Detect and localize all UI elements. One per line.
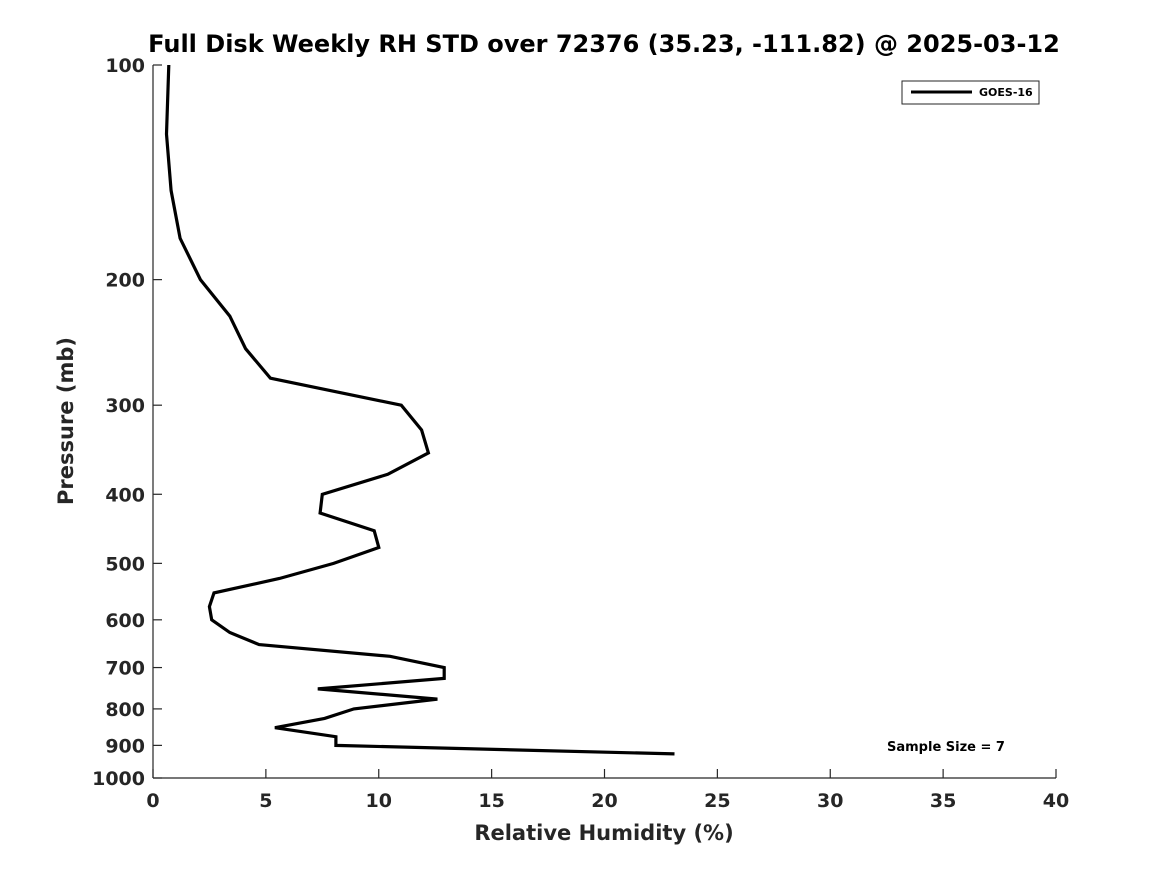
y-tick-label: 200 <box>105 270 145 292</box>
x-axis-label: Relative Humidity (%) <box>474 821 733 845</box>
x-tick-label: 35 <box>930 790 956 812</box>
y-tick-label: 300 <box>105 395 145 417</box>
legend: GOES-16 <box>901 80 1040 105</box>
x-tick-label: 15 <box>478 790 504 812</box>
x-tick-label: 10 <box>366 790 392 812</box>
y-tick-label: 700 <box>105 658 145 680</box>
x-tick-label: 5 <box>259 790 272 812</box>
legend-label: GOES-16 <box>979 86 1033 99</box>
chart-title: Full Disk Weekly RH STD over 72376 (35.2… <box>148 30 1060 58</box>
series-layer <box>164 64 675 756</box>
x-tick-label: 0 <box>146 790 159 812</box>
y-tick-label: 400 <box>105 484 145 506</box>
y-axis-ticks: 100 200 300 400 500 600 700 800 900 1000 <box>92 55 162 790</box>
y-tick-label: 600 <box>105 610 145 632</box>
x-axis-ticks: 0 5 10 15 20 25 30 35 40 <box>146 769 1069 812</box>
y-axis-label: Pressure (mb) <box>54 337 78 505</box>
y-tick-label: 500 <box>105 553 145 575</box>
y-tick-label: 900 <box>105 735 145 757</box>
x-tick-label: 30 <box>817 790 843 812</box>
x-tick-label: 40 <box>1043 790 1069 812</box>
series-line-goes-16 <box>164 64 675 756</box>
sample-size-annotation: Sample Size = 7 <box>887 740 1005 755</box>
plot-area: 0 5 10 15 20 25 30 35 40 100 200 300 400 500 600 700 80… <box>92 55 1069 812</box>
x-tick-label: 25 <box>704 790 730 812</box>
y-tick-label: 100 <box>105 55 145 77</box>
y-tick-label: 1000 <box>92 768 145 790</box>
y-tick-label: 800 <box>105 699 145 721</box>
x-tick-label: 20 <box>591 790 617 812</box>
